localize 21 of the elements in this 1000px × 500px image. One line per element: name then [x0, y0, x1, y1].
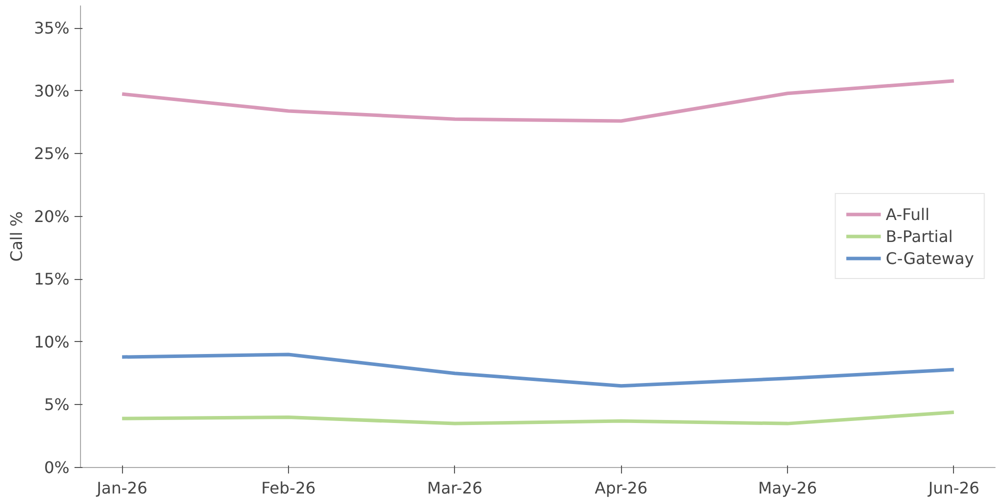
x-tick-label: Jun-26 — [927, 478, 980, 498]
legend-label: B-Partial — [886, 226, 953, 246]
x-tick-label: Apr-26 — [594, 478, 648, 498]
y-tick-label: 35% — [34, 18, 70, 38]
y-tick-label: 20% — [34, 206, 70, 226]
x-tick-label: May-26 — [758, 478, 818, 498]
y-tick-label: 25% — [34, 144, 70, 164]
line-series — [120, 410, 956, 426]
legend-label: A-Full — [886, 204, 930, 224]
y-tick-label: 5% — [44, 395, 70, 414]
y-tick-label: 10% — [34, 332, 70, 352]
legend-label: C-Gateway — [886, 248, 974, 268]
y-tick-label: 0% — [44, 458, 70, 477]
x-tick-label: Mar-26 — [427, 478, 482, 498]
y-tick-label: 15% — [34, 270, 70, 289]
y-tick-label: 30% — [34, 81, 70, 100]
x-tick-label: Jan-26 — [96, 478, 148, 498]
y-axis-title: Call % — [6, 211, 26, 262]
x-tick-label: Feb-26 — [261, 478, 316, 498]
line-series — [120, 79, 956, 123]
line-series — [120, 352, 956, 388]
